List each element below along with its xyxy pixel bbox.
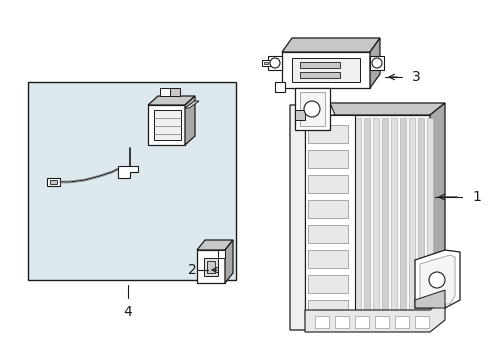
Polygon shape bbox=[307, 175, 347, 193]
Polygon shape bbox=[154, 110, 181, 140]
Polygon shape bbox=[307, 275, 347, 293]
Polygon shape bbox=[282, 38, 379, 52]
Polygon shape bbox=[394, 316, 408, 328]
Polygon shape bbox=[307, 225, 347, 243]
Polygon shape bbox=[305, 115, 429, 320]
Polygon shape bbox=[184, 96, 195, 145]
Polygon shape bbox=[282, 52, 369, 88]
Circle shape bbox=[269, 58, 280, 68]
Polygon shape bbox=[369, 56, 383, 70]
Circle shape bbox=[371, 58, 381, 68]
Polygon shape bbox=[197, 240, 232, 250]
Polygon shape bbox=[426, 118, 432, 316]
Polygon shape bbox=[372, 118, 378, 316]
Circle shape bbox=[428, 272, 444, 288]
Bar bbox=[28, 82, 236, 280]
Polygon shape bbox=[307, 200, 347, 218]
Polygon shape bbox=[429, 103, 444, 320]
Polygon shape bbox=[224, 240, 232, 283]
Polygon shape bbox=[307, 300, 347, 318]
Polygon shape bbox=[399, 118, 405, 316]
Text: 1: 1 bbox=[471, 190, 480, 204]
Polygon shape bbox=[206, 261, 215, 273]
Polygon shape bbox=[50, 180, 57, 184]
Polygon shape bbox=[170, 88, 180, 96]
Polygon shape bbox=[417, 118, 423, 316]
Polygon shape bbox=[369, 38, 379, 88]
Polygon shape bbox=[414, 316, 428, 328]
Text: 4: 4 bbox=[123, 305, 132, 319]
Polygon shape bbox=[299, 92, 325, 126]
Polygon shape bbox=[47, 178, 60, 186]
Polygon shape bbox=[184, 101, 199, 108]
Polygon shape bbox=[294, 88, 329, 130]
Polygon shape bbox=[291, 58, 359, 82]
Polygon shape bbox=[381, 118, 387, 316]
Polygon shape bbox=[334, 316, 348, 328]
Polygon shape bbox=[197, 250, 224, 283]
Polygon shape bbox=[307, 250, 347, 268]
Polygon shape bbox=[299, 72, 339, 78]
Polygon shape bbox=[307, 125, 347, 143]
Polygon shape bbox=[305, 103, 444, 115]
Polygon shape bbox=[414, 250, 459, 308]
Text: 3: 3 bbox=[411, 70, 420, 84]
Polygon shape bbox=[148, 96, 195, 105]
Polygon shape bbox=[148, 105, 184, 145]
Polygon shape bbox=[218, 250, 224, 258]
Polygon shape bbox=[289, 105, 339, 330]
Polygon shape bbox=[414, 290, 444, 308]
Polygon shape bbox=[354, 316, 368, 328]
Polygon shape bbox=[264, 62, 267, 64]
Polygon shape bbox=[305, 115, 354, 320]
Polygon shape bbox=[267, 56, 282, 70]
Polygon shape bbox=[307, 150, 347, 168]
Text: 2: 2 bbox=[187, 263, 196, 277]
Polygon shape bbox=[274, 82, 285, 92]
Polygon shape bbox=[354, 118, 360, 316]
Circle shape bbox=[304, 101, 319, 117]
Polygon shape bbox=[299, 62, 339, 68]
Polygon shape bbox=[314, 316, 328, 328]
Polygon shape bbox=[118, 166, 138, 178]
Polygon shape bbox=[374, 316, 388, 328]
Polygon shape bbox=[305, 103, 334, 115]
Polygon shape bbox=[262, 60, 269, 66]
Polygon shape bbox=[203, 258, 218, 276]
Polygon shape bbox=[363, 118, 369, 316]
Polygon shape bbox=[390, 118, 396, 316]
Polygon shape bbox=[305, 298, 444, 332]
Polygon shape bbox=[419, 255, 454, 304]
Polygon shape bbox=[294, 110, 305, 120]
Polygon shape bbox=[160, 88, 170, 96]
Polygon shape bbox=[408, 118, 414, 316]
